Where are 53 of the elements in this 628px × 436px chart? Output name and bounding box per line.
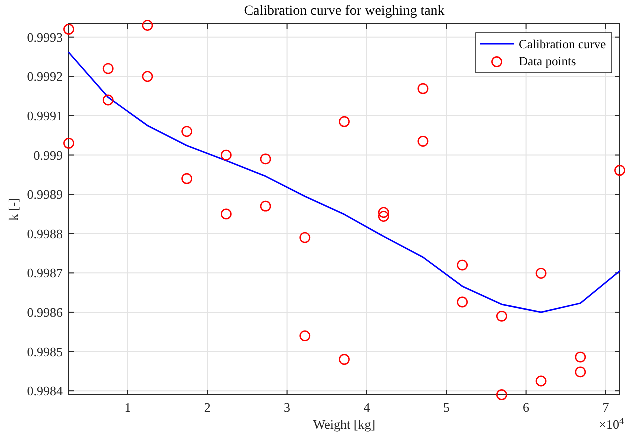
point [575,352,586,363]
y-tick-label: 0.9988 [27,226,63,242]
point [260,200,272,212]
point [536,376,547,387]
y-tick-label: 0.9984 [27,384,64,399]
point [182,173,193,184]
point [457,260,468,271]
y-tick-label: 0.9986 [27,305,64,320]
x-tick-label: 4 [364,400,371,415]
point [300,330,311,342]
point [575,366,586,378]
point [378,207,390,218]
x-tick-label: 5 [443,400,450,415]
y-tick-label: 0.9993 [27,30,63,45]
point [614,165,626,176]
point [182,126,193,138]
point [64,138,74,149]
point [418,136,429,147]
point [339,354,350,366]
point [220,208,232,220]
legend-label: Calibration curve [519,37,607,52]
line-series [68,52,621,314]
point [220,150,232,161]
point [102,94,114,106]
point [496,310,508,322]
point [102,63,114,74]
point [418,83,429,94]
point [457,296,468,308]
point [64,24,74,35]
point [300,232,311,244]
y-tick-label: 0.9985 [27,344,63,360]
x-tick-label: 2 [204,400,211,415]
point [339,116,350,128]
point [536,268,547,280]
legend-label: Data points [519,54,576,68]
x-axis-title: Weight [kg] [313,417,376,432]
point [496,390,508,400]
point [142,71,154,82]
x-tick-label: 3 [284,400,291,415]
point [378,211,390,222]
x-tick-label: 1 [124,400,132,415]
y-axis-title: k [-] [6,198,21,221]
point [142,20,154,32]
y-tick-label: 0.9992 [27,69,63,84]
text: ×10$^{4}$ [599,416,624,432]
x-tick-label: 6 [523,400,530,415]
y-tick-label: 0.999 [34,148,63,163]
chart-title: Calibration curve for weighing tank [244,4,445,19]
point [260,154,272,165]
y-tick-label: 0.9991 [27,108,63,124]
y-tick-label: 0.9987 [27,266,64,281]
y-tick-label: 0.9989 [27,187,63,202]
x-tick-label: 7 [602,400,610,415]
